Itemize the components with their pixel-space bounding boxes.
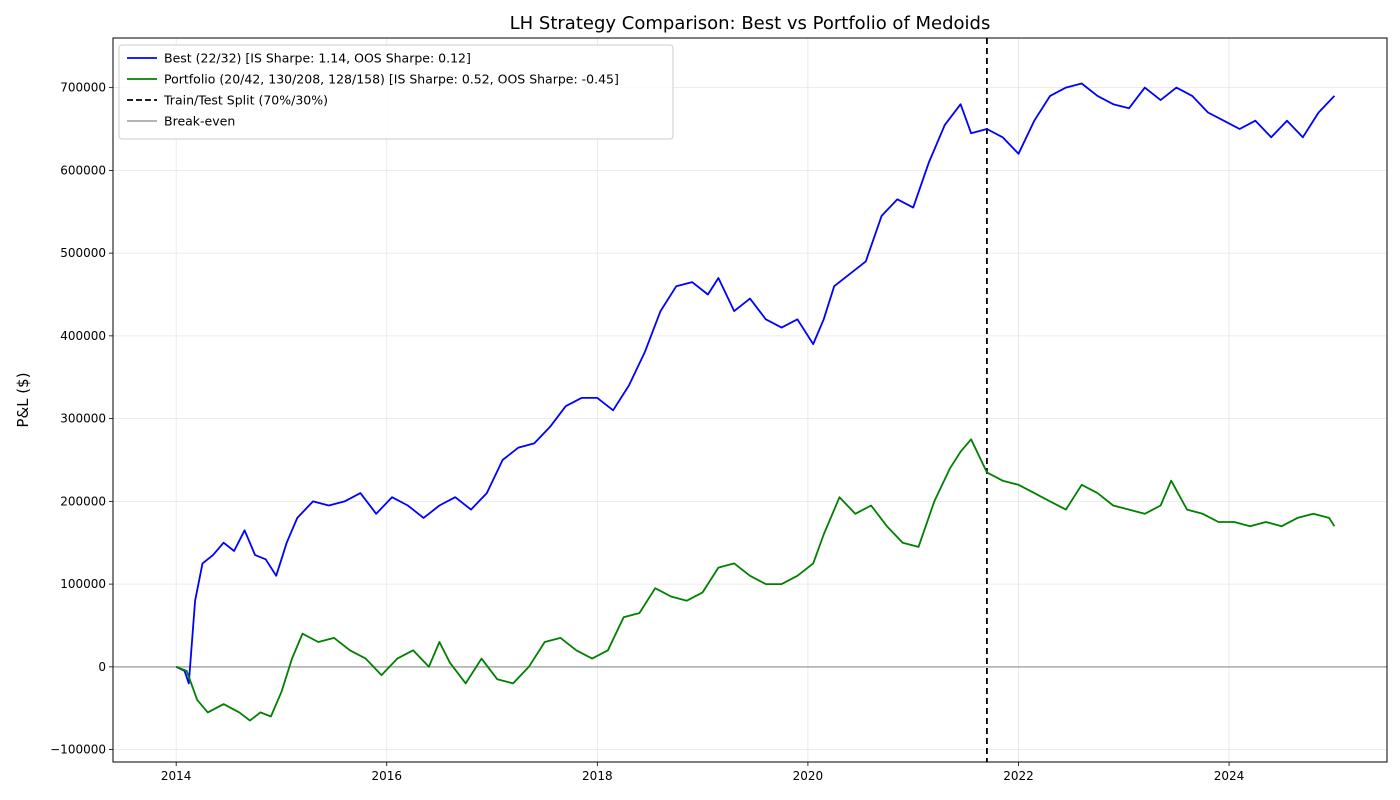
legend: Best (22/32) [IS Sharpe: 1.14, OOS Sharp… <box>118 44 674 140</box>
x-tick-label: 2016 <box>371 769 402 783</box>
plot-frame <box>112 37 1388 763</box>
y-tick-label: −100000 <box>50 743 106 757</box>
x-tick-label: 2024 <box>1214 769 1245 783</box>
x-tick-label: 2018 <box>582 769 613 783</box>
legend-entry-label: Break-even <box>164 114 235 129</box>
legend-entry-label: Portfolio (20/42, 130/208, 128/158) [IS … <box>164 72 619 87</box>
x-tick-label: 2020 <box>793 769 824 783</box>
y-tick-label: 200000 <box>60 494 106 508</box>
x-tick-label: 2022 <box>1003 769 1034 783</box>
legend-entry-label: Best (22/32) [IS Sharpe: 1.14, OOS Sharp… <box>164 51 471 66</box>
x-axis: 2014 2016 2018 2020 2022 2024 <box>161 762 1244 783</box>
y-axis: −100000 0 100000 200000 300000 400000 500000 60… <box>50 81 113 757</box>
best-series-line <box>175 82 1336 685</box>
y-tick-label: 700000 <box>60 81 106 95</box>
portfolio-series-line <box>175 438 1336 722</box>
reference-lines <box>113 38 1387 762</box>
y-tick-label: 600000 <box>60 163 106 177</box>
chart-title: LH Strategy Comparison: Best vs Portfoli… <box>510 13 991 34</box>
legend-box <box>118 44 674 140</box>
y-tick-label: 300000 <box>60 412 106 426</box>
y-tick-label: 0 <box>98 660 106 674</box>
y-tick-label: 400000 <box>60 329 106 343</box>
y-tick-label: 100000 <box>60 577 106 591</box>
y-tick-label: 500000 <box>60 246 106 260</box>
legend-entry-label: Train/Test Split (70%/30%) <box>163 93 328 108</box>
y-axis-label: P&L ($) <box>14 372 32 427</box>
x-tick-label: 2014 <box>161 769 192 783</box>
series-lines <box>175 82 1336 722</box>
